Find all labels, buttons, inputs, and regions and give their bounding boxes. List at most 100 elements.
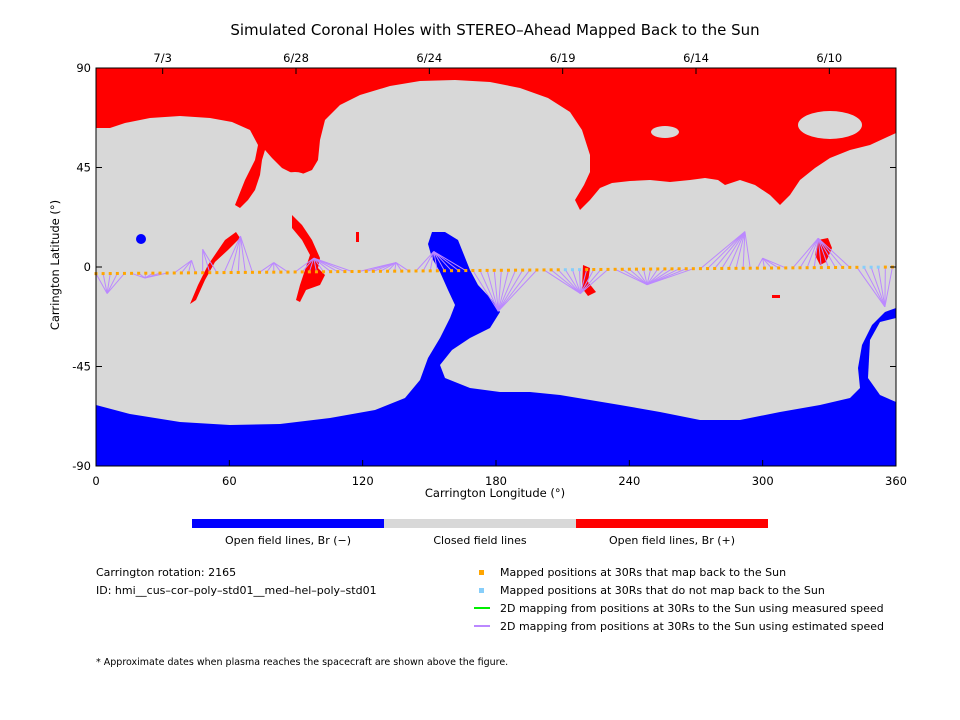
estimated-mapping-line	[415, 251, 435, 272]
mapped-position	[606, 267, 610, 271]
not-mapped-position	[862, 265, 866, 269]
estimated-mapping-line	[856, 267, 886, 308]
legend-estimated-label: 2D mapping from positions at 30Rs to the…	[500, 620, 885, 633]
mapped-position	[698, 267, 702, 271]
mapped-position	[819, 266, 823, 270]
mapped-position	[485, 268, 489, 272]
mapped-position	[243, 270, 247, 274]
estimated-mapping-line	[259, 262, 275, 273]
estimated-mapping-line	[313, 257, 353, 272]
mapped-position	[158, 271, 162, 275]
carrington-rotation: Carrington rotation: 2165	[96, 566, 237, 579]
estimated-mapping-line	[744, 231, 751, 269]
estimated-mapping-line	[479, 270, 499, 312]
mapped-position	[613, 267, 617, 271]
mapped-position	[492, 268, 496, 272]
estimated-mapping-line	[817, 238, 836, 268]
mapped-position	[414, 269, 418, 273]
estimated-mapping-line	[721, 231, 746, 269]
mapped-position	[826, 266, 830, 270]
mapped-position	[663, 267, 667, 271]
colorbar-label-negative: Open field lines, Br (−)	[224, 534, 352, 547]
mapped-position	[841, 265, 845, 269]
mapped-position	[627, 267, 631, 271]
estimated-mapping-line	[131, 272, 146, 279]
mapped-position	[101, 272, 105, 276]
legend-estimated-line	[474, 625, 490, 627]
y-axis-label: Carrington Latitude (°)	[48, 199, 62, 331]
mapped-position	[812, 266, 816, 270]
estimated-mapping-line	[239, 235, 253, 273]
estimated-mapping-line	[173, 259, 192, 274]
mapped-position	[549, 268, 553, 272]
mapped-position	[727, 266, 731, 270]
mapped-position	[556, 268, 560, 272]
estimated-mapping-line	[202, 249, 218, 273]
x-tick-label: 240	[618, 474, 640, 488]
mapped-position	[364, 269, 368, 273]
map-regions	[96, 68, 896, 466]
legend-not-mapped-marker	[479, 588, 484, 593]
estimated-mapping-line	[714, 231, 746, 269]
date-tick-label: 6/24	[416, 51, 442, 65]
mapping-layer	[94, 231, 894, 312]
date-tick-label: 7/3	[153, 51, 172, 65]
mapped-position	[514, 268, 518, 272]
estimated-mapping-line	[273, 262, 289, 273]
estimated-mapping-line	[237, 236, 241, 273]
estimated-mapping-line	[429, 251, 435, 271]
mapped-position	[222, 271, 226, 275]
estimated-mapping-line	[95, 273, 108, 294]
y-tick-label: 90	[76, 61, 91, 75]
mapped-position	[528, 268, 532, 272]
estimated-mapping-line	[884, 266, 893, 307]
mapped-position	[585, 268, 589, 272]
footnote: * Approximate dates when plasma reaches …	[96, 657, 509, 668]
estimated-mapping-line	[313, 257, 331, 273]
mapped-position	[656, 267, 660, 271]
mapped-position	[442, 269, 446, 273]
estimated-mapping-line	[707, 231, 746, 269]
mapped-position	[855, 265, 859, 269]
estimated-mapping-line	[646, 268, 652, 285]
estimated-mapping-line	[580, 269, 609, 294]
mapped-position	[165, 271, 169, 275]
mapped-position	[599, 267, 603, 271]
estimated-mapping-line	[564, 269, 581, 294]
mapped-position	[848, 265, 852, 269]
estimated-mapping-line	[792, 237, 819, 269]
not-mapped-position	[563, 268, 567, 272]
estimated-mapping-line	[646, 268, 659, 285]
estimated-mapping-line	[497, 269, 524, 312]
estimated-mapping-line	[762, 257, 786, 269]
estimated-mapping-line	[486, 270, 499, 312]
mapped-position	[428, 269, 432, 273]
colorbar-negative	[192, 519, 384, 528]
mapped-position	[329, 270, 333, 274]
mapped-position	[279, 270, 283, 274]
estimated-mapping-line	[817, 237, 844, 268]
mapped-position	[215, 271, 219, 275]
mapped-position	[798, 266, 802, 270]
estimated-mapping-line	[806, 238, 819, 268]
mapped-position	[677, 267, 681, 271]
colorbar-closed	[384, 519, 576, 528]
not-mapped-position	[869, 265, 873, 269]
mapped-position	[336, 270, 340, 274]
estimated-mapping-line	[817, 237, 851, 268]
legend-mapped-label: Mapped positions at 30Rs that map back t…	[500, 566, 787, 579]
estimated-mapping-line	[144, 272, 168, 279]
mapped-position	[172, 271, 176, 275]
mapped-position	[272, 270, 276, 274]
estimated-mapping-line	[180, 260, 192, 274]
estimated-mapping-line	[380, 262, 397, 272]
mapped-position	[407, 269, 411, 273]
estimated-mapping-line	[643, 268, 648, 285]
mapped-position	[108, 272, 112, 276]
estimated-mapping-line	[472, 270, 499, 312]
date-tick-label: 6/19	[550, 51, 576, 65]
estimated-mapping-line	[580, 269, 602, 294]
mapped-position	[542, 268, 546, 272]
estimated-mapping-line	[239, 235, 246, 273]
estimated-mapping-line	[557, 269, 581, 294]
